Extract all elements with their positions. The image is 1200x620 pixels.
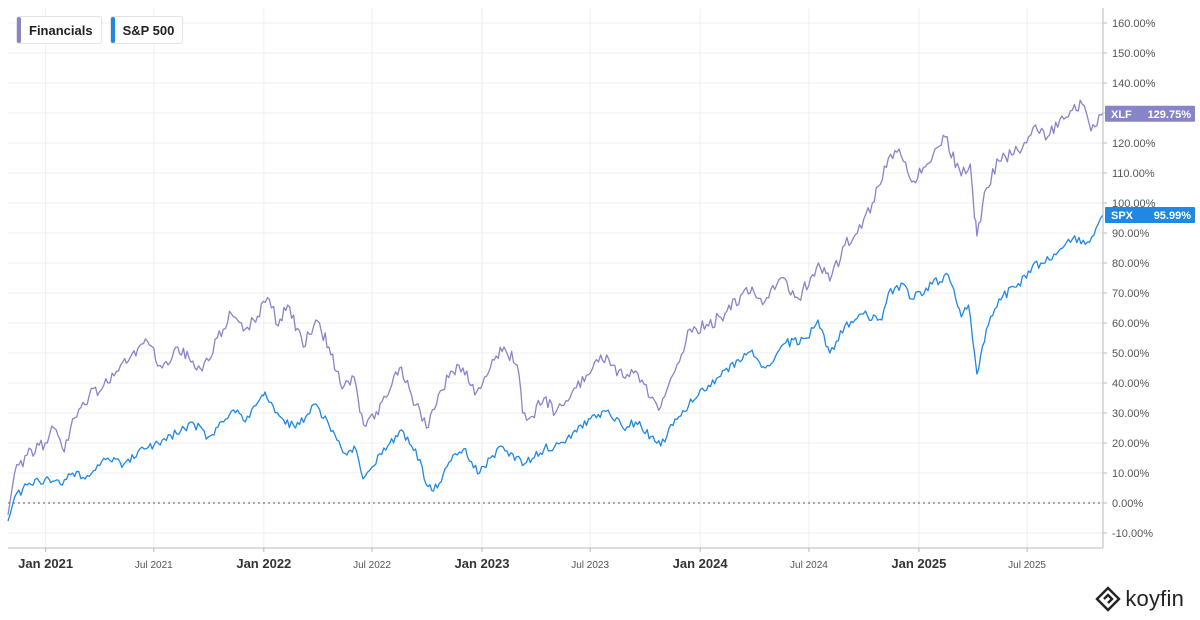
badge-ticker: XLF xyxy=(1111,109,1132,121)
legend-item-financials[interactable]: Financials xyxy=(16,16,102,44)
y-tick-label: 110.00% xyxy=(1112,168,1155,180)
x-tick-label: Jan 2021 xyxy=(18,556,73,571)
x-tick-label: Jan 2025 xyxy=(891,556,946,571)
koyfin-logo-icon xyxy=(1095,586,1122,612)
legend: Financials S&P 500 xyxy=(16,16,184,44)
x-tick-label: Jan 2023 xyxy=(455,556,510,571)
y-tick-label: 40.00% xyxy=(1112,378,1150,390)
y-tick-label: 120.00% xyxy=(1112,138,1156,150)
legend-swatch-financials xyxy=(17,17,21,43)
brand-name: koyfin xyxy=(1125,586,1184,611)
legend-label-financials: Financials xyxy=(29,22,93,38)
badge-bg xyxy=(1105,105,1195,122)
last-value-badge-spx: SPX 95.99% xyxy=(1105,207,1195,224)
x-tick-label: Jan 2024 xyxy=(673,556,729,571)
y-tick-label: 0.00% xyxy=(1112,498,1143,510)
x-tick-label: Jul 2022 xyxy=(353,560,391,571)
y-tick-label: 160.00% xyxy=(1112,18,1156,30)
badge-value: 95.99% xyxy=(1154,210,1192,222)
series-line-spx xyxy=(7,214,1104,522)
y-tick-label: 70.00% xyxy=(1112,288,1150,300)
x-tick-label: Jan 2022 xyxy=(236,556,291,571)
badge-value: 129.75% xyxy=(1148,109,1192,121)
y-tick-label: 50.00% xyxy=(1112,348,1150,360)
y-tick-label: 150.00% xyxy=(1112,48,1156,60)
badge-ticker: SPX xyxy=(1111,210,1134,222)
y-tick-label: 20.00% xyxy=(1112,438,1150,450)
badge-bg xyxy=(1105,207,1195,224)
axes xyxy=(8,8,1104,549)
y-tick-label: 10.00% xyxy=(1112,468,1150,480)
series-line-xlf xyxy=(7,99,1104,516)
y-tick-label: 30.00% xyxy=(1112,408,1150,420)
brand-logo: koyfin xyxy=(1095,586,1184,612)
last-value-badge-xlf: XLF 129.75% xyxy=(1105,105,1195,122)
y-tick-label: 100.00% xyxy=(1112,198,1156,210)
y-tick-label: -10.00% xyxy=(1112,528,1153,540)
grid xyxy=(8,8,1103,548)
last-value-labels: XLF 129.75% SPX 95.99% xyxy=(1105,105,1195,224)
y-tick-label: 80.00% xyxy=(1112,258,1150,270)
x-tick-label: Jul 2025 xyxy=(1008,560,1046,571)
legend-label-sp500: S&P 500 xyxy=(122,22,175,38)
x-tick-label: Jul 2021 xyxy=(135,560,173,571)
legend-item-sp500[interactable]: S&P 500 xyxy=(109,16,184,44)
y-tick-label: 140.00% xyxy=(1112,78,1156,90)
x-axis-ticks: Jan 2021 Jul 2021 Jan 2022 Jul 2022 Jan 2023… xyxy=(18,548,1046,571)
legend-swatch-sp500 xyxy=(110,17,115,43)
y-axis-ticks: -10.00% 0.00% 10.00% 20.00% 30.00% 40.00% 50.0… xyxy=(1103,18,1156,540)
y-tick-label: 90.00% xyxy=(1112,228,1150,240)
x-tick-label: Jul 2023 xyxy=(571,560,609,571)
series-lines xyxy=(7,99,1104,522)
x-tick-label: Jul 2024 xyxy=(790,560,828,571)
y-tick-label: 60.00% xyxy=(1112,318,1150,330)
